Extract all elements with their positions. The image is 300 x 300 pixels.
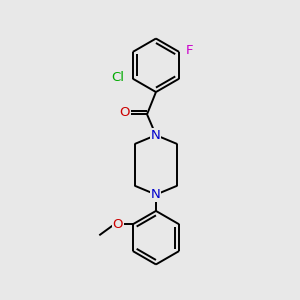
Text: N: N	[151, 129, 161, 142]
Text: O: O	[119, 106, 130, 119]
Text: Cl: Cl	[112, 71, 124, 84]
Text: O: O	[113, 218, 123, 231]
Text: N: N	[151, 188, 161, 201]
Text: F: F	[186, 44, 193, 57]
